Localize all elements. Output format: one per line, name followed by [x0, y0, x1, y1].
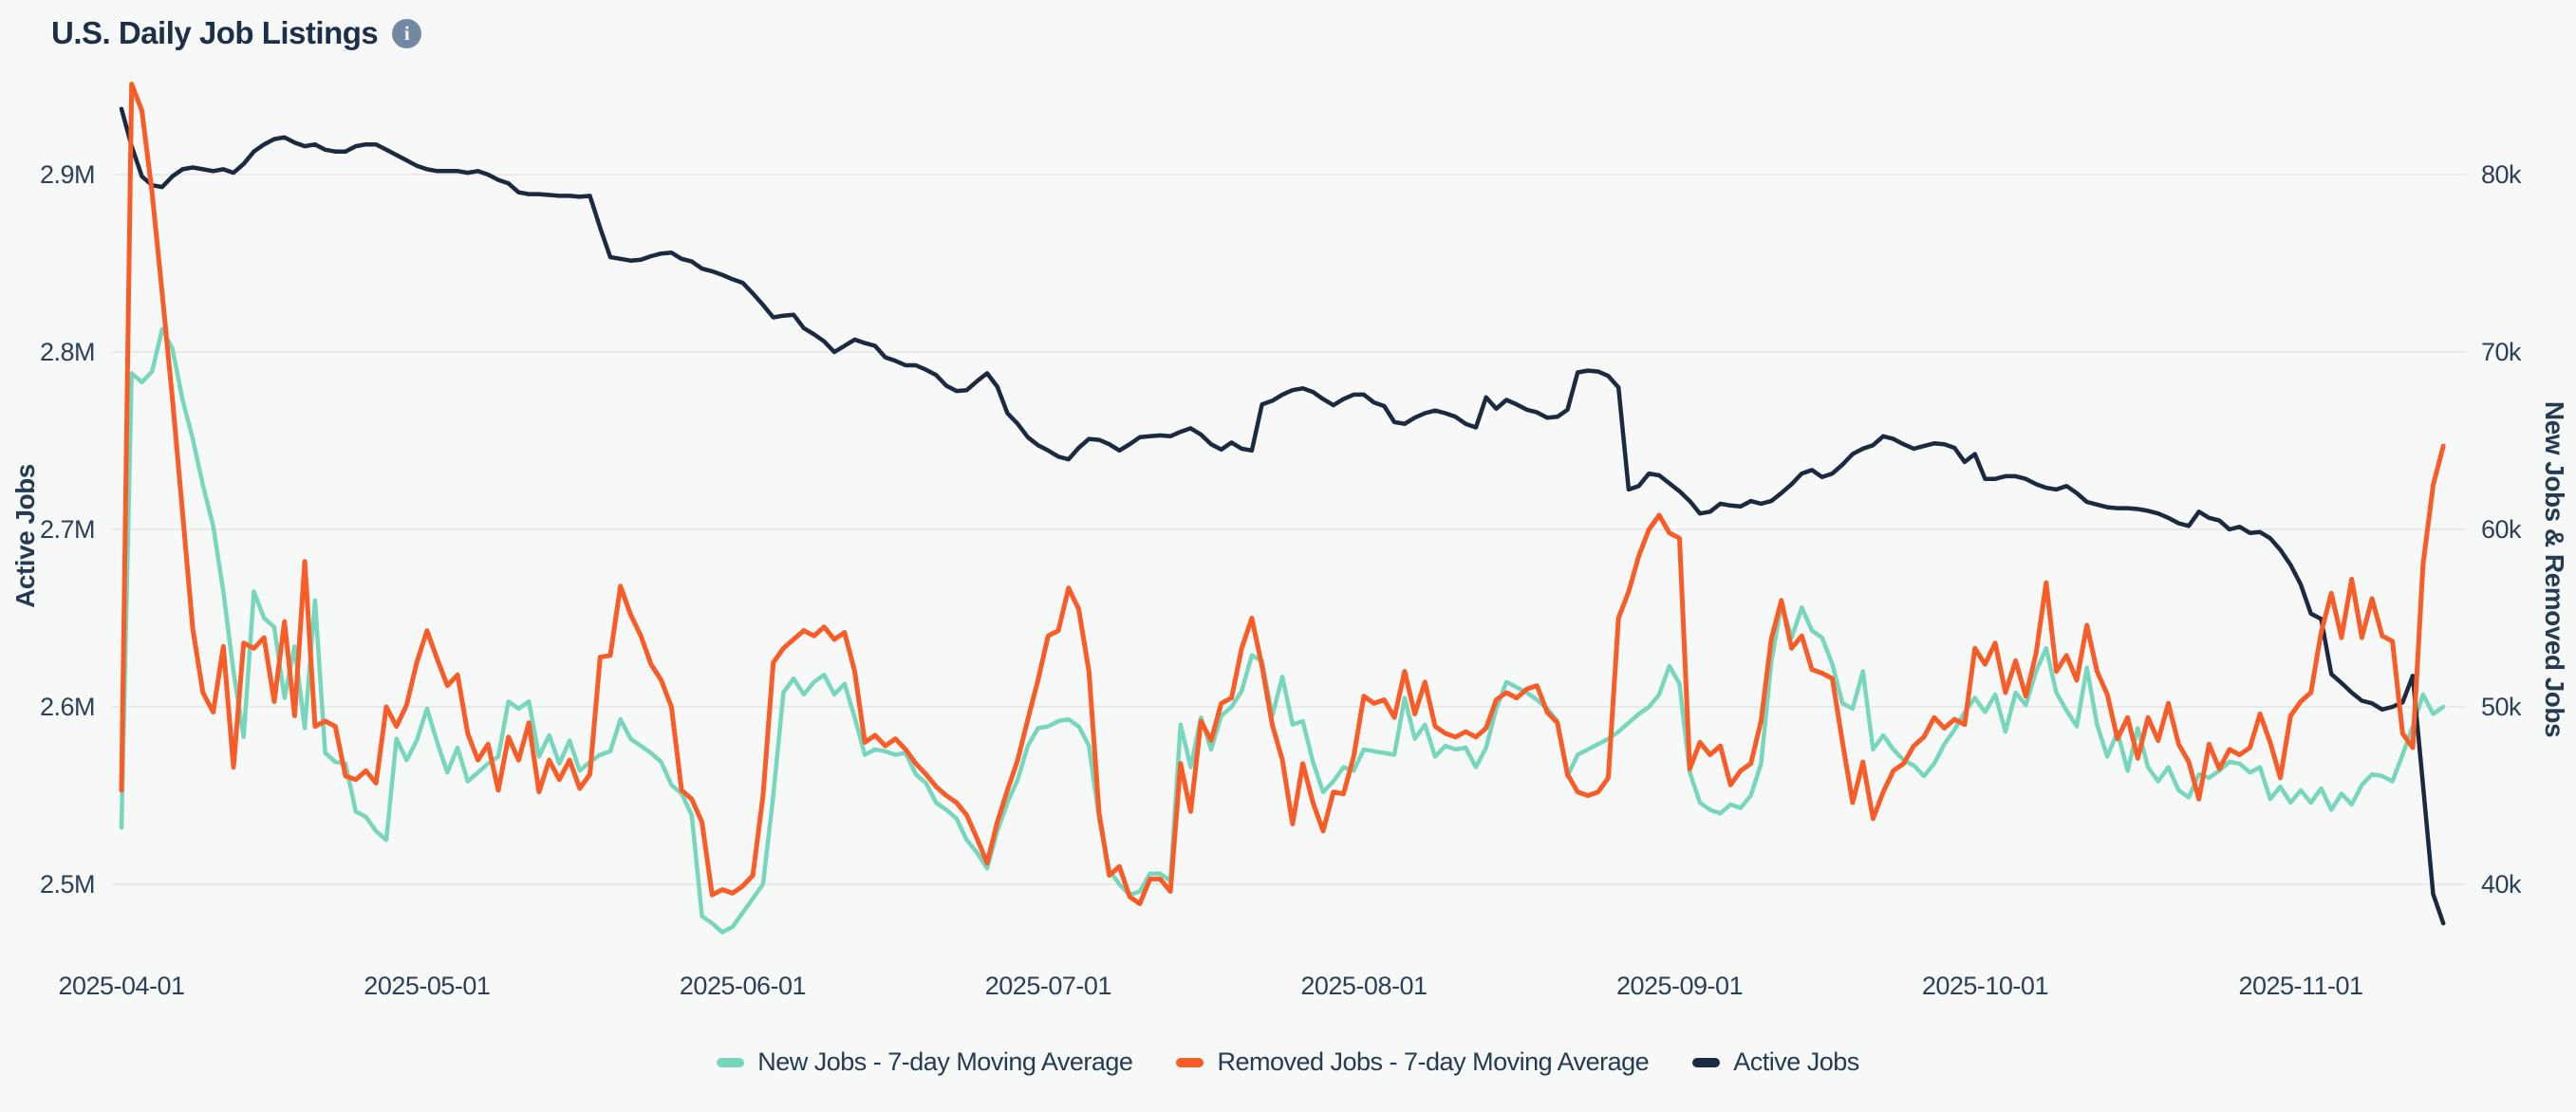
info-icon[interactable]: i	[392, 18, 422, 48]
left-axis-tick: 2.6M	[40, 693, 95, 721]
left-axis-tick: 2.9M	[40, 160, 95, 189]
right-axis-tick: 40k	[2481, 870, 2522, 899]
page-title: U.S. Daily Job Listings	[51, 15, 379, 50]
chart-header: U.S. Daily Job Listings i	[51, 15, 422, 51]
right-axis-tick: 50k	[2481, 693, 2522, 721]
x-axis-tick: 2025-05-01	[364, 972, 490, 1000]
chart-legend: New Jobs - 7-day Moving Average Removed J…	[0, 1047, 2576, 1077]
legend-label: Active Jobs	[1733, 1047, 1859, 1076]
legend-swatch-new-jobs	[717, 1057, 745, 1067]
right-axis-tick: 80k	[2481, 160, 2522, 189]
series-line-new-jobs[interactable]	[119, 326, 2446, 935]
x-axis-tick: 2025-06-01	[680, 972, 806, 1000]
legend-label: New Jobs - 7-day Moving Average	[757, 1047, 1133, 1076]
legend-item-active-jobs[interactable]: Active Jobs	[1692, 1047, 1859, 1077]
right-axis-title: New Jobs & Removed Jobs	[2540, 401, 2569, 737]
legend-swatch-removed-jobs	[1176, 1057, 1204, 1067]
series-line-removed-jobs[interactable]	[119, 82, 2446, 907]
series-line-active-jobs[interactable]	[119, 106, 2446, 926]
job-listings-line-chart: 2.9M 80k 2.8M 70k 2.7M 60k 2.6M 50k 2.5M 40k 2025-…	[10, 82, 2569, 1000]
right-axis-tick: 60k	[2481, 515, 2522, 544]
legend-item-removed-jobs[interactable]: Removed Jobs - 7-day Moving Average	[1176, 1047, 1650, 1077]
legend-label: Removed Jobs - 7-day Moving Average	[1217, 1047, 1650, 1076]
left-axis-tick: 2.7M	[40, 515, 95, 544]
legend-swatch-active-jobs	[1692, 1057, 1721, 1067]
left-axis-title: Active Jobs	[10, 464, 40, 608]
x-axis-tick: 2025-08-01	[1300, 972, 1427, 1000]
right-axis-tick: 70k	[2481, 338, 2522, 366]
x-axis-tick: 2025-07-01	[985, 972, 1111, 1000]
x-axis-tick: 2025-11-01	[2238, 972, 2362, 1000]
legend-item-new-jobs[interactable]: New Jobs - 7-day Moving Average	[717, 1047, 1133, 1077]
x-axis-tick: 2025-04-01	[58, 972, 184, 1000]
x-axis-tick: 2025-10-01	[1922, 972, 2048, 1000]
left-axis-tick: 2.8M	[40, 338, 95, 366]
left-axis-tick: 2.5M	[40, 870, 95, 899]
x-axis-tick: 2025-09-01	[1616, 972, 1743, 1000]
